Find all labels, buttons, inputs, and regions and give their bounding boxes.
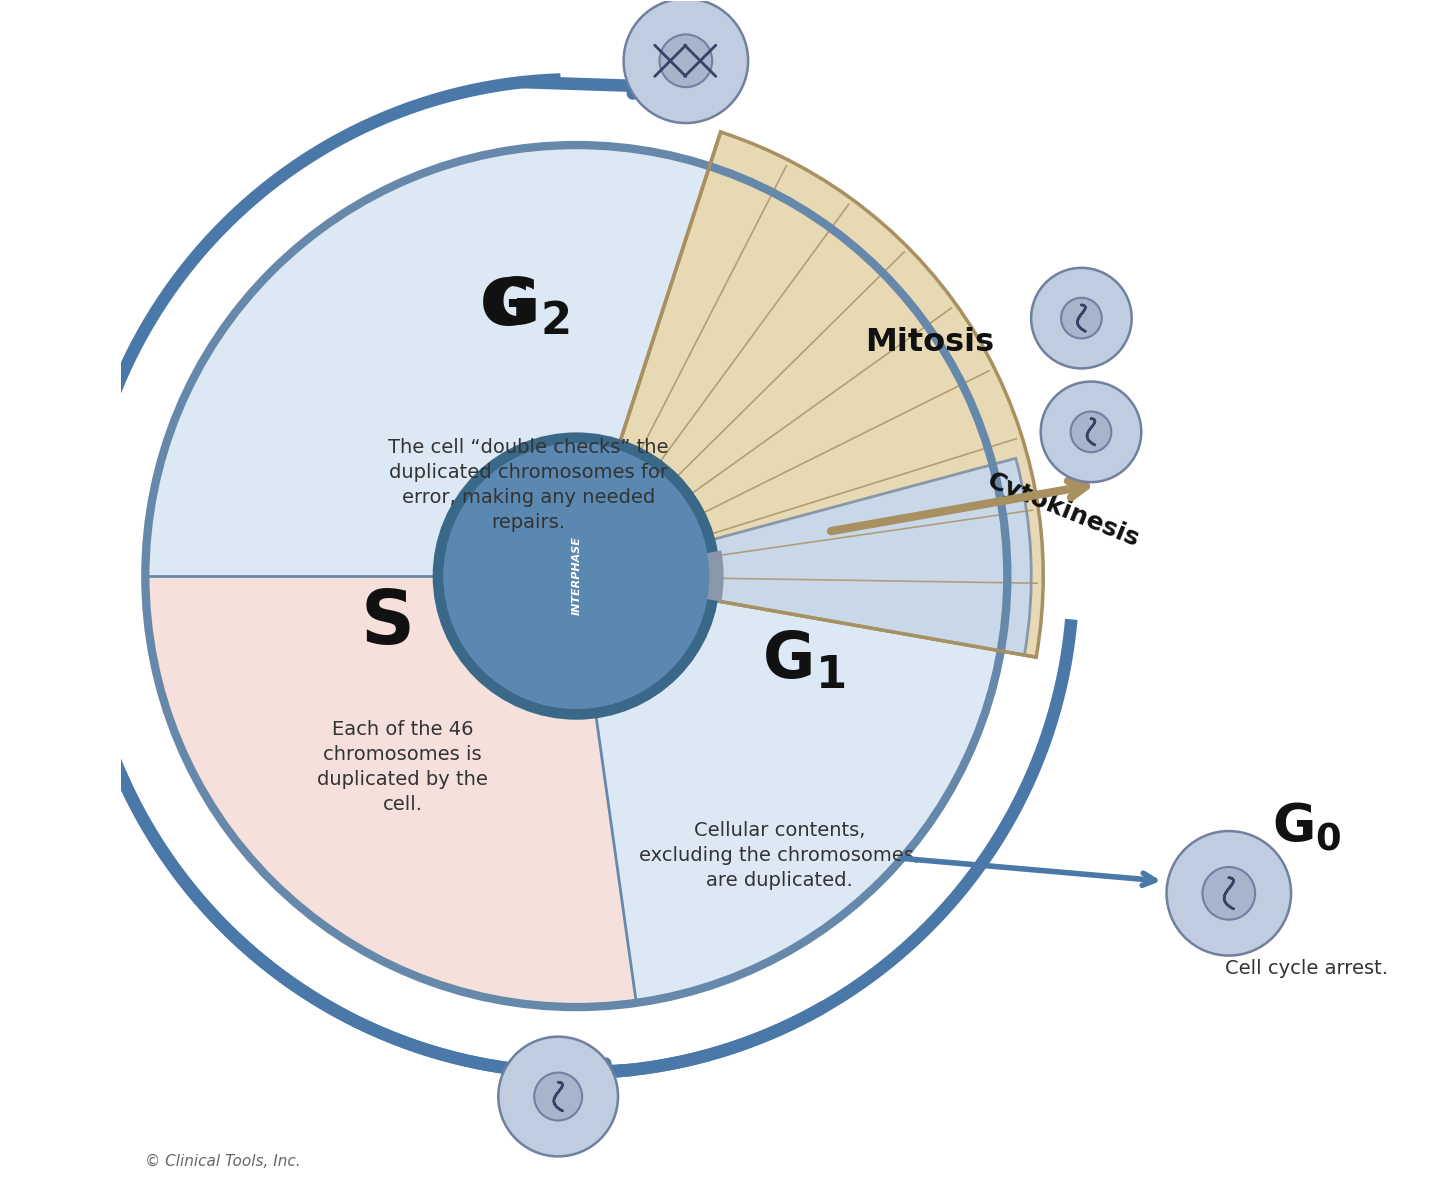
Text: Cell cycle arrest.: Cell cycle arrest. <box>1225 959 1388 978</box>
Circle shape <box>1166 832 1292 955</box>
Text: Each of the 46
chromosomes is
duplicated by the
cell.: Each of the 46 chromosomes is duplicated… <box>317 720 488 814</box>
Circle shape <box>0 532 112 656</box>
Text: Mitosis: Mitosis <box>865 328 994 358</box>
Wedge shape <box>576 551 723 601</box>
Circle shape <box>23 568 76 620</box>
Circle shape <box>1061 298 1102 338</box>
Text: $\bf{G}$: $\bf{G}$ <box>480 276 528 337</box>
Text: INTERPHASE: INTERPHASE <box>572 536 582 616</box>
Circle shape <box>624 0 749 124</box>
Circle shape <box>534 1073 582 1121</box>
Wedge shape <box>576 132 1043 658</box>
Circle shape <box>145 145 1008 1007</box>
Circle shape <box>1070 412 1112 452</box>
Text: $\bf{S}$: $\bf{S}$ <box>360 588 410 660</box>
Circle shape <box>498 1037 618 1157</box>
Text: $\bf{G_2}$: $\bf{G_2}$ <box>487 276 570 338</box>
Wedge shape <box>576 458 1031 655</box>
Circle shape <box>1202 866 1256 919</box>
Circle shape <box>1041 382 1142 482</box>
Text: Cytokinesis: Cytokinesis <box>984 469 1143 552</box>
Wedge shape <box>145 576 636 1007</box>
Circle shape <box>432 432 720 720</box>
Text: © Clinical Tools, Inc.: © Clinical Tools, Inc. <box>145 1153 301 1169</box>
Text: The cell “double checks” the
duplicated chromosomes for
error, making any needed: The cell “double checks” the duplicated … <box>389 438 668 533</box>
Circle shape <box>660 35 713 88</box>
Circle shape <box>444 443 710 709</box>
Text: $\bf{G_1}$: $\bf{G_1}$ <box>762 629 845 691</box>
Circle shape <box>444 443 710 709</box>
Circle shape <box>1031 268 1132 368</box>
Text: $\bf{G_0}$: $\bf{G_0}$ <box>1272 800 1342 854</box>
Text: Cellular contents,
excluding the chromosomes,
are duplicated.: Cellular contents, excluding the chromos… <box>639 822 920 890</box>
